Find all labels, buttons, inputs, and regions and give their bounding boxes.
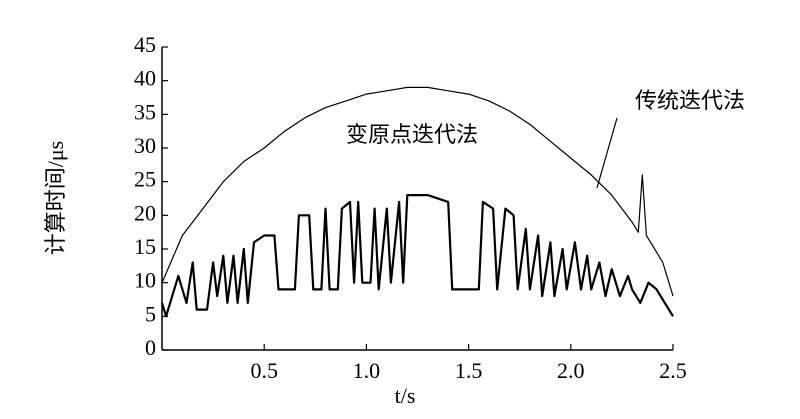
legend-label: 变原点迭代法 [346, 122, 478, 147]
x-tick-label: 1.0 [353, 358, 381, 383]
x-tick-label: 2.5 [659, 358, 687, 383]
y-tick-label: 30 [134, 133, 156, 158]
y-tick-label: 10 [134, 268, 156, 293]
legend-label: 传统迭代法 [635, 88, 745, 113]
x-tick-label: 1.5 [455, 358, 483, 383]
y-tick-label: 5 [145, 301, 156, 326]
x-tick-label: 2.0 [557, 358, 585, 383]
y-tick-label: 45 [134, 32, 156, 57]
y-tick-label: 15 [134, 234, 156, 259]
y-tick-label: 25 [134, 167, 156, 192]
line-series [161, 86, 674, 297]
leader-line [596, 117, 618, 189]
x-axis-label: t/s [395, 383, 416, 408]
y-tick-label: 40 [134, 66, 156, 91]
y-tick-label: 35 [134, 99, 156, 124]
y-tick-label: 0 [145, 335, 156, 360]
y-tick-label: 20 [134, 200, 156, 225]
x-tick-label: 0.5 [250, 358, 278, 383]
y-axis-label: 计算时间/μs [43, 141, 68, 255]
line-series [160, 194, 674, 318]
